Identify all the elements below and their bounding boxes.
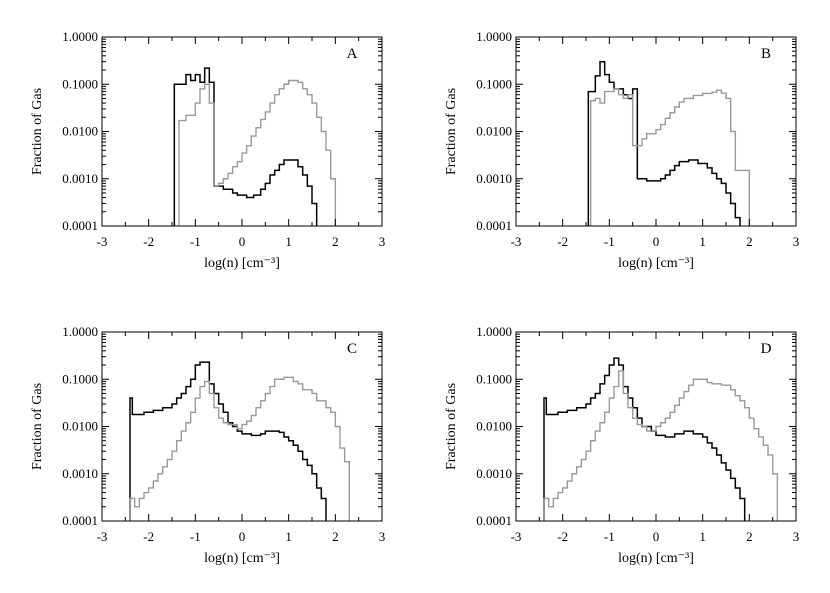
series-grey-b [589, 88, 751, 226]
y-tick-label: 1.0000 [62, 29, 98, 44]
x-tick-label: 3 [793, 529, 800, 544]
x-tick-label: 2 [332, 529, 339, 544]
panel-d: -3 -2 -1 0 1 2 3 0.0001 0.0010 0.0100 0.1000 1.0000… [444, 324, 799, 566]
x-tick-label: -2 [557, 529, 568, 544]
y-tick-label: 0.1000 [62, 371, 98, 386]
x-tick-label: -3 [511, 234, 522, 249]
x-tick-label: 3 [379, 529, 386, 544]
y-axis-label: Fraction of Gas [30, 88, 45, 175]
x-axis-label: log(n) [cm⁻³] [204, 256, 280, 271]
x-tick-label: 1 [699, 529, 706, 544]
x-tick-label: 1 [285, 529, 292, 544]
x-tick-label: 1 [699, 234, 706, 249]
x-tick-label: 0 [239, 529, 246, 544]
y-tick-label: 0.0100 [476, 124, 512, 139]
y-tick-label: 0.0010 [476, 466, 512, 481]
y-tick-label: 1.0000 [62, 324, 98, 339]
x-tick-label: 2 [332, 234, 339, 249]
y-tick-label: 0.1000 [62, 76, 98, 91]
y-tick-label: 0.0010 [62, 466, 98, 481]
x-tick-label: -3 [97, 529, 108, 544]
panel-a: -3 -2 -1 0 1 2 3 0.0001 0.0010 0.0100 0.1000 1.0000… [30, 29, 385, 271]
y-tick-label: 0.0100 [62, 419, 98, 434]
x-tick-label: 0 [239, 234, 246, 249]
y-axis-label: Fraction of Gas [444, 383, 459, 470]
y-tick-label: 0.0001 [62, 513, 98, 528]
x-tick-label: -3 [511, 529, 522, 544]
plot-frame-a [101, 36, 383, 227]
y-axis-label: Fraction of Gas [30, 383, 45, 470]
x-tick-label: 2 [746, 529, 753, 544]
series-grey-a [178, 79, 337, 226]
x-tick-label: 0 [653, 234, 660, 249]
y-tick-label: 0.0001 [476, 513, 512, 528]
series-grey-d [543, 370, 779, 521]
x-tick-label: -2 [557, 234, 568, 249]
x-tick-label: -1 [604, 234, 615, 249]
x-tick-label: 3 [379, 234, 386, 249]
series-grey-c [129, 376, 351, 521]
x-tick-label: 2 [746, 234, 753, 249]
y-tick-label: 0.0100 [62, 124, 98, 139]
series-black-c [129, 361, 327, 521]
x-tick-label: -1 [604, 529, 615, 544]
y-tick-label: 0.0010 [62, 171, 98, 186]
panel-label: C [347, 341, 357, 357]
y-tick-label: 0.0010 [476, 171, 512, 186]
x-axis-label: log(n) [cm⁻³] [618, 551, 694, 566]
y-tick-label: 1.0000 [476, 324, 512, 339]
panel-c: -3 -2 -1 0 1 2 3 0.0001 0.0010 0.0100 0.1000 1.0000… [30, 324, 385, 566]
y-tick-label: 0.0100 [476, 419, 512, 434]
x-tick-label: 3 [793, 234, 800, 249]
panel-b: -3 -2 -1 0 1 2 3 0.0001 0.0010 0.0100 0.1000 1.0000… [444, 29, 799, 271]
y-tick-label: 0.0001 [476, 218, 512, 233]
panel-label: D [761, 341, 772, 357]
y-tick-label: 0.0001 [62, 218, 98, 233]
series-black-d [543, 357, 746, 521]
y-tick-label: 0.1000 [476, 76, 512, 91]
y-tick-label: 1.0000 [476, 29, 512, 44]
x-tick-label: 0 [653, 529, 660, 544]
x-tick-label: -2 [143, 234, 154, 249]
series-black-b [587, 60, 741, 226]
x-tick-label: 1 [285, 234, 292, 249]
x-tick-label: -2 [143, 529, 154, 544]
x-tick-label: -1 [190, 529, 201, 544]
series-black-a [173, 67, 318, 226]
y-axis-label: Fraction of Gas [444, 88, 459, 175]
y-tick-label: 0.1000 [476, 371, 512, 386]
panel-label: B [761, 46, 771, 62]
panel-label: A [347, 46, 358, 62]
x-axis-label: log(n) [cm⁻³] [618, 256, 694, 271]
x-axis-label: log(n) [cm⁻³] [204, 551, 280, 566]
x-tick-label: -1 [190, 234, 201, 249]
x-tick-label: -3 [97, 234, 108, 249]
